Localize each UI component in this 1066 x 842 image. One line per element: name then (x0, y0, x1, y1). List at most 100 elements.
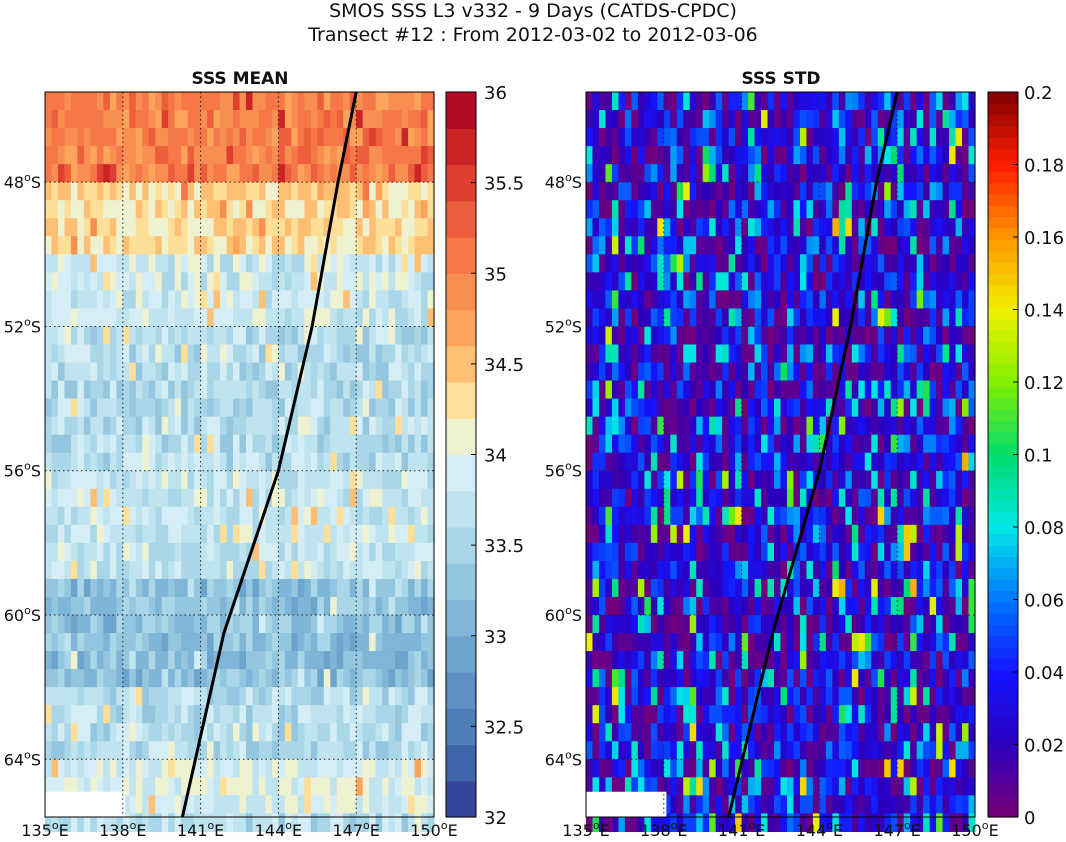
heatmap-cell (421, 110, 429, 129)
heatmap-cell (890, 560, 898, 580)
heatmap-cell (226, 344, 234, 364)
heatmap-cell (709, 741, 717, 760)
heatmap-cell (226, 92, 234, 111)
heatmap-cell (317, 687, 325, 706)
heatmap-cell (838, 182, 846, 201)
heatmap-cell (864, 615, 872, 634)
heatmap-cell (624, 596, 632, 616)
heatmap-cell (676, 633, 684, 652)
heatmap-cell (845, 488, 853, 508)
heatmap-cell (265, 795, 273, 814)
heatmap-cell (382, 380, 390, 400)
heatmap-cell (375, 813, 383, 833)
heatmap-cell (349, 651, 357, 670)
heatmap-cell (696, 452, 704, 472)
heatmap-cell (70, 596, 79, 616)
heatmap-cell (356, 813, 364, 833)
heatmap-cell (304, 434, 312, 454)
heatmap-cell (722, 290, 730, 310)
heatmap-cell (200, 470, 208, 490)
heatmap-cell (611, 506, 620, 526)
heatmap-cell (427, 236, 435, 255)
heatmap-cell (343, 759, 351, 778)
heatmap-cell (592, 615, 600, 634)
heatmap-cell (77, 488, 85, 508)
heatmap-cell (187, 362, 195, 382)
heatmap-cell (57, 164, 66, 183)
heatmap-cell (858, 470, 866, 490)
heatmap-cell (741, 488, 749, 508)
heatmap-cell (83, 362, 91, 382)
heatmap-cell (605, 759, 613, 778)
heatmap-cell (949, 506, 957, 526)
heatmap-cell (271, 633, 279, 652)
heatmap-cell (427, 452, 435, 472)
heatmap-cell (161, 128, 169, 147)
heatmap-cell (148, 92, 156, 111)
heatmap-cell (83, 723, 91, 742)
heatmap-cell (336, 669, 344, 688)
heatmap-cell (832, 470, 840, 490)
heatmap-cell (722, 416, 730, 436)
heatmap-cell (670, 596, 678, 616)
heatmap-cell (220, 615, 228, 634)
heatmap-cell (174, 615, 182, 634)
heatmap-cell (161, 524, 169, 544)
heatmap-cell (142, 651, 150, 670)
heatmap-cell (194, 308, 202, 328)
heatmap-cell (297, 164, 305, 183)
heatmap-cell (806, 615, 814, 634)
heatmap-cell (650, 362, 658, 382)
heatmap-cell (213, 705, 221, 724)
heatmap-cell (226, 290, 234, 310)
heatmap-cell (618, 236, 626, 255)
heatmap-cell (689, 146, 697, 165)
heatmap-cell (890, 146, 898, 165)
heatmap-cell (181, 470, 189, 490)
heatmap-cell (77, 560, 85, 580)
heatmap-cell (689, 218, 697, 237)
heatmap-cell (722, 777, 730, 796)
heatmap-cell (871, 777, 879, 796)
heatmap-cell (624, 705, 632, 724)
heatmap-cell (77, 470, 85, 490)
heatmap-cell (330, 380, 338, 400)
heatmap-cell (90, 615, 98, 634)
heatmap-cell (611, 470, 620, 490)
heatmap-cell (336, 795, 344, 814)
heatmap-cell (910, 542, 918, 562)
heatmap-cell (942, 470, 950, 490)
heatmap-cell (936, 795, 944, 814)
heatmap-cell (774, 254, 782, 273)
heatmap-cell (64, 434, 72, 454)
heatmap-cell (135, 687, 143, 706)
heatmap-cell (90, 723, 98, 742)
heatmap-cell (864, 633, 872, 652)
heatmap-cell (838, 488, 846, 508)
heatmap-cell (793, 398, 801, 418)
heatmap-cell (644, 416, 652, 436)
heatmap-cell (51, 669, 59, 688)
heatmap-cell (754, 524, 762, 544)
heatmap-cell (271, 759, 279, 778)
heatmap-cell (51, 488, 59, 508)
heatmap-cell (187, 506, 195, 526)
heatmap-cell (884, 416, 892, 436)
heatmap-cell (414, 687, 422, 706)
heatmap-cell (910, 795, 918, 814)
heatmap-cell (702, 687, 710, 706)
heatmap-cell (851, 705, 859, 724)
heatmap-cell (825, 452, 833, 472)
heatmap-cell (903, 795, 911, 814)
heatmap-cell (57, 182, 66, 201)
grid (45, 92, 434, 817)
heatmap-cell (962, 687, 970, 706)
heatmap-cell (786, 110, 795, 129)
heatmap-cell (116, 615, 124, 634)
heatmap-cell (586, 146, 594, 165)
heatmap-cell (291, 218, 299, 237)
heatmap-cell (936, 164, 944, 183)
heatmap-cell (936, 362, 944, 382)
heatmap-cell (910, 308, 918, 328)
heatmap-cell (650, 488, 658, 508)
